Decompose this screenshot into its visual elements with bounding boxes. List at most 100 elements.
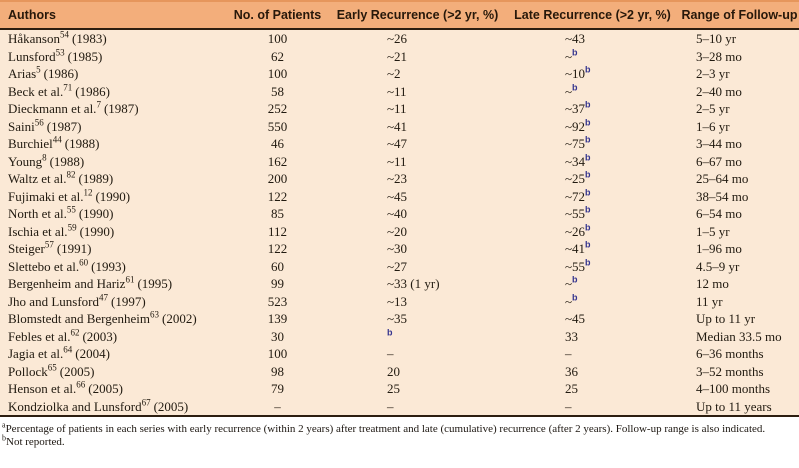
author-ref-superscript: 47 <box>99 292 108 303</box>
patients-cell: 112 <box>267 223 288 239</box>
late-footnote-marker: b <box>585 99 591 110</box>
col-header-no-of-patients: No. of Patients <box>225 0 330 30</box>
early-recurrence-cell: ~21 <box>330 48 505 66</box>
patients-cell: 98 <box>271 363 284 379</box>
late-recurrence-cell: ~92b <box>505 118 680 136</box>
patients-cell: 58 <box>271 83 284 99</box>
table-row: Håkanson54 (1983) 100 ~26 ~43 5–10 yr <box>0 29 799 48</box>
late-footnote-marker: b <box>585 222 591 233</box>
followup-cell: 3–44 mo <box>696 136 742 151</box>
late-value: ~92 <box>565 118 586 134</box>
footnotes: aPercentage of patients in each series w… <box>0 417 799 449</box>
author-ref-superscript: 8 <box>42 152 47 163</box>
early-value: ~13 <box>387 293 408 309</box>
late-recurrence-cell: ~b <box>505 293 680 311</box>
followup-cell: 6–36 months <box>696 346 764 361</box>
author-ref-superscript: 12 <box>83 187 93 198</box>
late-footnote-marker: b <box>572 47 578 58</box>
author-ref-superscript: 82 <box>66 169 76 180</box>
author-ref-superscript: 63 <box>150 309 160 320</box>
early-value: ~41 <box>387 118 408 134</box>
author-year: (2003) <box>82 328 118 344</box>
author-year: (1990) <box>95 188 131 204</box>
author-name: North et al. <box>8 206 67 221</box>
late-value: ~25 <box>565 171 586 186</box>
early-recurrence-cell: 20 <box>330 363 505 381</box>
late-recurrence-cell: ~b <box>505 275 680 293</box>
early-recurrence-cell: 25 <box>330 380 505 398</box>
early-recurrence-cell: ~40 <box>330 205 505 223</box>
author-year: (1988) <box>64 136 100 151</box>
early-footnote-marker: b <box>387 327 393 338</box>
col-header-authors: Authors <box>0 0 225 30</box>
author-name: Young <box>8 153 43 169</box>
early-recurrence-cell: ~23 <box>330 170 505 188</box>
early-value: ~23 <box>387 171 408 186</box>
author-ref-superscript: 64 <box>63 344 73 355</box>
authors-cell: Saini56 (1987) <box>0 118 225 136</box>
table-row: Febles et al.62 (2003) 30 b 33 Median 33.… <box>0 328 799 346</box>
footnote-a: aPercentage of patients in each series w… <box>2 421 796 436</box>
early-value: – <box>387 398 394 414</box>
patients-cell: 46 <box>271 136 284 151</box>
table-row: Lunsford53 (1985) 62 ~21 ~b 3–28 mo <box>0 48 799 66</box>
table-row: Dieckmann et al.7 (1987) 252 ~11 ~37b 2–5… <box>0 100 799 118</box>
late-value: – <box>565 398 572 414</box>
author-year: (1989) <box>78 171 114 186</box>
authors-cell: Lunsford53 (1985) <box>0 48 225 66</box>
early-value: ~35 <box>387 311 408 326</box>
authors-cell: Waltz et al.82 (1989) <box>0 170 225 188</box>
patients-cell: 79 <box>271 381 284 396</box>
followup-cell: 2–40 mo <box>696 83 742 99</box>
followup-cell: 2–5 yr <box>696 101 730 116</box>
early-value: ~30 <box>387 241 408 256</box>
table-row: Arias5 (1986) 100 ~2 ~10b 2–3 yr <box>0 65 799 83</box>
late-value: ~ <box>565 83 573 99</box>
footnote-b-text: Not reported. <box>6 436 65 448</box>
table-row: Jagia et al.64 (2004) 100 – – 6–36 months <box>0 345 799 363</box>
table-row: Blomstedt and Bergenheim63 (2002) 139 ~35… <box>0 310 799 328</box>
late-recurrence-cell: – <box>505 398 680 417</box>
late-footnote-marker: b <box>585 204 591 215</box>
author-ref-superscript: 44 <box>52 134 62 145</box>
late-recurrence-cell: ~25b <box>505 170 680 188</box>
late-value: ~ <box>565 276 573 291</box>
followup-cell: 12 mo <box>696 276 729 291</box>
table-row: Kondziolka and Lunsford67 (2005) – – – Up… <box>0 398 799 417</box>
authors-cell: Henson et al.66 (2005) <box>0 380 225 398</box>
followup-cell: 2–3 yr <box>696 66 730 81</box>
author-ref-superscript: 67 <box>141 397 151 408</box>
late-value: ~34 <box>565 153 586 169</box>
early-value: – <box>387 346 394 361</box>
table-row: Young8 (1988) 162 ~11 ~34b 6–67 mo <box>0 153 799 171</box>
late-recurrence-cell: ~55b <box>505 205 680 223</box>
early-value: ~20 <box>387 223 408 239</box>
authors-cell: Febles et al.62 (2003) <box>0 328 225 346</box>
late-footnote-marker: b <box>585 64 591 75</box>
followup-cell: 3–52 months <box>696 363 764 379</box>
author-year: (2002) <box>162 311 197 326</box>
early-recurrence-cell: – <box>330 345 505 363</box>
authors-cell: Fujimaki et al.12 (1990) <box>0 188 225 206</box>
early-recurrence-cell: – <box>330 398 505 417</box>
authors-cell: Blomstedt and Bergenheim63 (2002) <box>0 310 225 328</box>
early-recurrence-cell: ~30 <box>330 240 505 258</box>
table-row: Saini56 (1987) 550 ~41 ~92b 1–6 yr <box>0 118 799 136</box>
late-value: ~ <box>565 293 573 309</box>
followup-cell: 6–67 mo <box>696 153 742 169</box>
early-recurrence-cell: ~11 <box>330 100 505 118</box>
author-name: Ischia et al. <box>8 223 68 239</box>
followup-cell: 1–96 mo <box>696 241 742 256</box>
followup-cell: Median 33.5 mo <box>696 328 782 344</box>
table-row: Ischia et al.59 (1990) 112 ~20 ~26b 1–5 y… <box>0 223 799 241</box>
followup-cell: 6–54 mo <box>696 206 742 221</box>
patients-cell: 523 <box>267 293 288 309</box>
followup-cell: Up to 11 years <box>696 398 772 414</box>
late-footnote-marker: b <box>585 257 591 268</box>
late-recurrence-cell: ~10b <box>505 65 680 83</box>
late-recurrence-cell: 25 <box>505 380 680 398</box>
late-value: – <box>565 346 572 361</box>
patients-cell: 100 <box>267 346 288 361</box>
early-recurrence-cell: ~35 <box>330 310 505 328</box>
